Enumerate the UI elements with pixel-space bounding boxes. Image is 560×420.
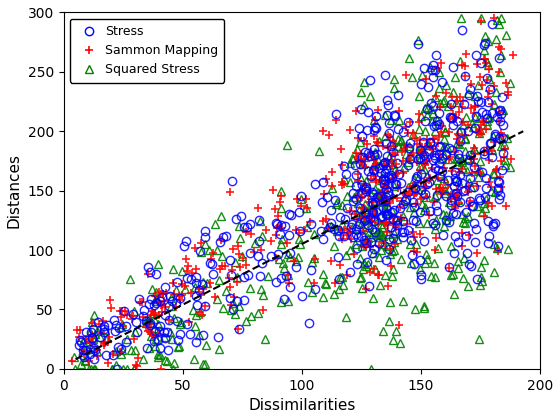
Legend: Stress, Sammon Mapping, Squared Stress: Stress, Sammon Mapping, Squared Stress <box>70 19 224 83</box>
Y-axis label: Distances: Distances <box>7 153 22 228</box>
X-axis label: Dissimilarities: Dissimilarities <box>248 398 356 413</box>
